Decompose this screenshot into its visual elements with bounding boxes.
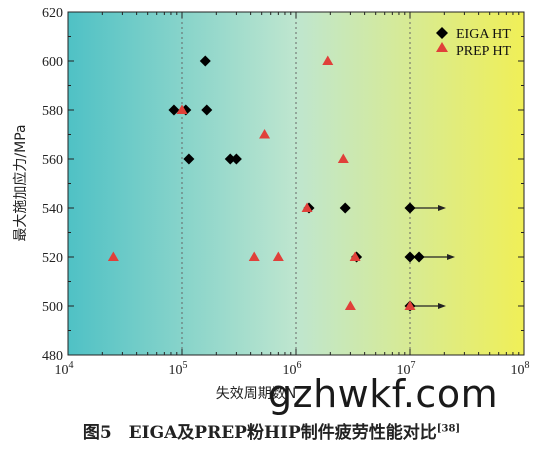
runout-arrow-head [438,303,446,309]
runout-arrow-head [438,205,446,211]
caption-ref: [38] [436,423,461,435]
prep-data-point [259,129,271,139]
fatigue-chart: 104 105 106 107 108 480 500 520 540 560 580 600 620… [12,6,530,402]
x-tick-label: 106 [283,360,302,378]
eiga-data-point [413,251,425,263]
x-tick-label: 104 [55,360,74,378]
eiga-data-point [183,153,195,165]
prep-data-point [322,55,334,65]
x-tick-label: 105 [169,360,188,378]
eiga-data-point [199,55,211,67]
x-tick-labels: 104 105 106 107 108 [55,360,530,378]
x-axis-title: 失效周期数N [216,386,296,402]
eiga-data-point [224,153,236,165]
prep-data-point [176,104,188,114]
x-tick-label: 108 [511,360,530,378]
runout-arrow-head [447,254,456,260]
prep-data-point [404,300,416,310]
eiga-data-point [404,202,416,214]
y-tick-label: 560 [42,153,63,168]
y-tick-label: 500 [42,300,63,315]
eiga-data-point [201,104,213,116]
grid-lines [181,12,411,355]
prep-data-point [248,251,260,261]
caption-text: 图5 EIGA及PREP粉HIP制件疲劳性能对比 [82,423,437,443]
figure-caption: 图5 EIGA及PREP粉HIP制件疲劳性能对比[38] [0,418,543,443]
eiga-data-point [339,202,351,214]
y-tick-labels: 480 500 520 540 560 580 600 620 [42,6,63,364]
y-tick-label: 520 [42,251,63,266]
prep-data-point [301,202,313,212]
prep-data-point [337,153,349,163]
plot-frame [67,11,525,356]
eiga-data-point [168,104,180,116]
x-tick-label: 107 [397,360,416,378]
legend-marker-prep [436,42,448,52]
watermark-text: gzhwkf.com [268,372,499,416]
data-points [107,55,425,312]
y-tick-label: 480 [42,349,63,364]
legend-label-eiga: EIGA HT [456,27,511,42]
y-tick-label: 600 [42,55,63,70]
prep-data-point [107,251,119,261]
eiga-data-point [230,153,242,165]
prep-data-point [272,251,284,261]
y-tick-label: 540 [42,202,63,217]
y-tick-label: 620 [42,6,63,21]
prep-data-point [344,300,356,310]
legend: EIGA HT PREP HT [436,27,512,59]
legend-label-prep: PREP HT [456,44,512,59]
prep-data-point [349,251,361,261]
eiga-data-point [404,251,416,263]
y-axis-title: 最大施加应力/MPa [12,124,29,241]
legend-marker-eiga [436,27,448,39]
y-tick-label: 580 [42,104,63,119]
